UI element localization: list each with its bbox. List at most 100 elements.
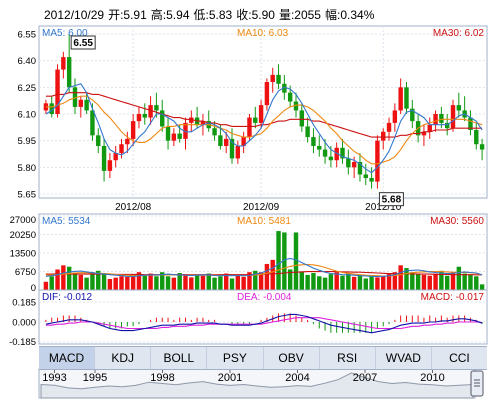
- price-annotation-label: 5.68: [382, 195, 402, 206]
- candle-body: [357, 162, 363, 175]
- volume-bar: [444, 275, 450, 290]
- volume-bar: [235, 274, 241, 290]
- price-y-tick: 6.25: [18, 83, 37, 94]
- volume-bar: [218, 276, 223, 290]
- volume-bar: [270, 259, 275, 290]
- macd-legend-2: MACD: -0.017: [421, 292, 485, 303]
- volume-bar: [160, 272, 165, 290]
- overview-x-tick: 2010: [420, 372, 444, 384]
- volume-bar: [386, 273, 392, 290]
- high-label: 高: [150, 8, 163, 22]
- tab-psy[interactable]: PSY: [207, 347, 264, 369]
- volume-bar: [55, 269, 60, 290]
- volume-ma10-line: [45, 263, 483, 277]
- candle-body: [398, 87, 403, 111]
- price-annotation-box: [378, 192, 404, 207]
- volume-bar: [427, 275, 432, 290]
- macd-panel: [38, 289, 488, 345]
- candle-body: [369, 178, 374, 182]
- price-x-tick: 2012/09: [243, 202, 280, 213]
- candle-body: [363, 174, 368, 178]
- candle-body: [351, 162, 357, 168]
- candle-body: [90, 110, 95, 136]
- candle-body: [107, 160, 113, 171]
- candle-body: [346, 158, 351, 168]
- volume-bar: [474, 276, 479, 290]
- price-y-tick: 5.65: [18, 190, 37, 201]
- volume-bar: [450, 272, 456, 290]
- macd-y-tick: 0.000: [12, 318, 36, 329]
- candle-body: [439, 114, 444, 123]
- candle-body: [264, 82, 270, 106]
- candle-body: [125, 138, 130, 145]
- candle-body: [49, 103, 54, 114]
- volume-bar: [299, 271, 305, 290]
- volume-bar: [410, 272, 415, 290]
- tab-macd[interactable]: MACD: [39, 347, 96, 369]
- candle-body: [61, 57, 66, 70]
- tab-cci[interactable]: CCI: [449, 351, 470, 365]
- candle-body: [55, 69, 60, 114]
- open-value: :5.91: [120, 8, 147, 22]
- volume-bar: [90, 272, 95, 290]
- candle-body: [72, 87, 78, 107]
- volume-bar: [404, 268, 409, 290]
- candle-body: [130, 121, 136, 139]
- candle-body: [287, 92, 293, 102]
- volume-bar: [346, 273, 351, 290]
- candle-body: [96, 135, 101, 146]
- volume-bar: [148, 273, 153, 290]
- candle-body: [334, 147, 339, 161]
- tab-rsi[interactable]: RSI: [320, 347, 376, 369]
- volume-bar: [287, 269, 293, 290]
- tab-boll[interactable]: BOLL: [151, 347, 208, 369]
- candle-body: [450, 105, 456, 129]
- volume-bar: [334, 272, 339, 290]
- candle-body: [136, 114, 142, 122]
- candle-body: [311, 137, 316, 146]
- volume-bar: [247, 272, 252, 290]
- volume-bar: [125, 276, 130, 290]
- candle-body: [410, 108, 415, 122]
- candle-body: [282, 83, 287, 93]
- candle-body: [468, 117, 473, 130]
- candle-body: [474, 130, 479, 145]
- candle-body: [171, 133, 177, 141]
- candle-body: [113, 153, 118, 161]
- candle-body: [189, 117, 194, 123]
- low-label: 低: [193, 8, 206, 22]
- candle-body: [386, 122, 392, 132]
- overview-x-tick: 2004: [285, 372, 309, 384]
- quote-header: 2012/10/29 开:5.91 高:5.94 低:5.83 收:5.90 量:2055…: [44, 6, 378, 23]
- volume-bar: [96, 270, 101, 290]
- tab-wvad[interactable]: WVAD: [376, 347, 432, 369]
- volume-y-tick: 20250: [10, 230, 36, 241]
- candle-body: [479, 144, 485, 150]
- volume-bar: [392, 272, 398, 290]
- volume-legend-2: MA30: 5560: [430, 216, 484, 227]
- volume-bar: [84, 277, 89, 290]
- overview-x-tick: 2001: [218, 372, 242, 384]
- high-value: :5.94: [162, 8, 190, 22]
- candle-body: [101, 146, 107, 171]
- tab-obv[interactable]: OBV: [264, 347, 320, 369]
- candle-body: [119, 144, 124, 154]
- volume-bar: [258, 272, 264, 290]
- volume-bar: [317, 276, 322, 290]
- candle-body: [456, 105, 462, 111]
- candle-body: [253, 117, 258, 123]
- price-legend-1: MA10: 6.03: [237, 28, 289, 39]
- overview-x-tick: 1995: [83, 372, 107, 384]
- price-y-tick: 5.95: [18, 136, 37, 147]
- candle-body: [78, 99, 84, 107]
- candle-body: [375, 140, 380, 182]
- tab-kdj[interactable]: KDJ: [95, 347, 152, 369]
- volume-bar: [340, 275, 345, 290]
- candle-body: [229, 138, 235, 159]
- price-legend-0: MA5: 6.00: [42, 28, 88, 39]
- volume-bar: [165, 276, 171, 290]
- volume-bar: [456, 266, 462, 290]
- dif-line: [45, 313, 483, 334]
- volume-value: :2055: [290, 8, 321, 22]
